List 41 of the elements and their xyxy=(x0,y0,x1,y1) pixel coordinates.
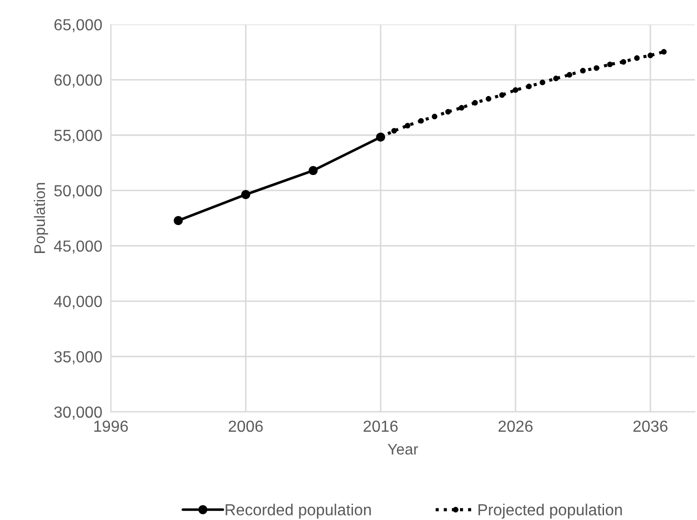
point xyxy=(620,59,626,65)
x-tick-label: 2016 xyxy=(364,420,398,432)
y-tick-label: 45,000 xyxy=(54,240,102,254)
legend-label: Projected population xyxy=(478,504,622,519)
point xyxy=(648,52,654,58)
y-tick-label: 65,000 xyxy=(54,19,102,32)
point xyxy=(634,55,640,61)
x-tick-label: 2036 xyxy=(633,420,668,432)
x-axis-title: Year xyxy=(388,444,418,455)
point xyxy=(241,190,250,200)
point xyxy=(391,128,397,134)
point xyxy=(174,216,183,226)
point xyxy=(526,84,532,90)
point xyxy=(540,80,546,86)
point xyxy=(308,166,318,176)
point xyxy=(594,65,600,71)
point xyxy=(580,68,586,74)
y-tick-label: 50,000 xyxy=(54,185,102,198)
x-tick-label: 2026 xyxy=(498,420,533,432)
y-axis-title: Population xyxy=(34,183,48,253)
point xyxy=(512,87,518,93)
y-tick-label: 60,000 xyxy=(54,74,102,88)
y-tick-label: 30,000 xyxy=(54,406,102,420)
x-tick-label: 2006 xyxy=(228,420,263,432)
point xyxy=(445,108,451,115)
point xyxy=(418,118,424,124)
point xyxy=(472,100,478,106)
point xyxy=(404,122,410,128)
y-tick-label: 40,000 xyxy=(54,296,102,309)
point xyxy=(486,96,492,102)
y-tick-label: 55,000 xyxy=(54,130,102,143)
point xyxy=(661,49,667,55)
point xyxy=(566,72,572,78)
x-tick-label: 1996 xyxy=(94,420,128,432)
point xyxy=(499,92,505,98)
point xyxy=(553,76,559,82)
y-tick-label: 35,000 xyxy=(54,351,102,364)
point xyxy=(607,62,613,68)
legend-label: Recorded population xyxy=(226,504,371,519)
point xyxy=(432,114,438,120)
point xyxy=(458,105,464,111)
